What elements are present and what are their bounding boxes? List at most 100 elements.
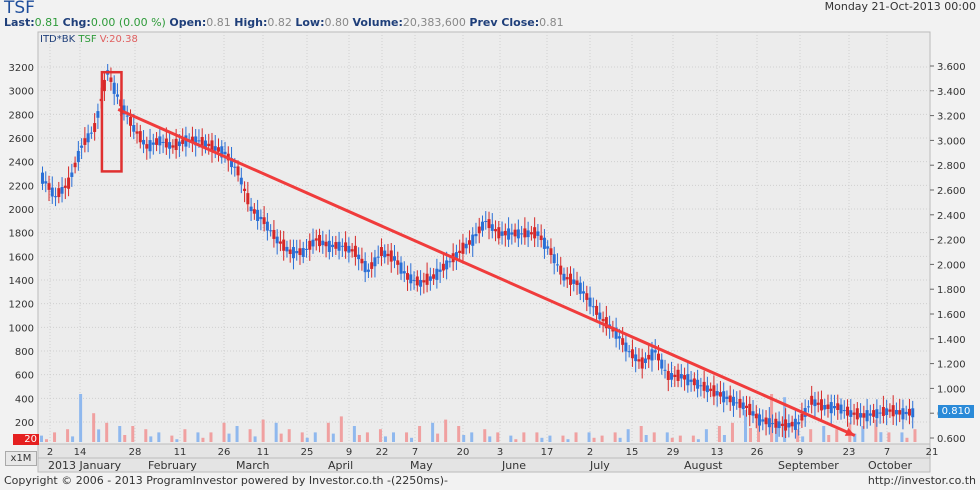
candle-body <box>748 403 752 416</box>
candle-body <box>875 409 879 419</box>
candle-body <box>709 388 713 391</box>
candle-body <box>666 371 670 380</box>
day-axis-label: 20 <box>457 447 470 458</box>
candle-body <box>872 410 876 417</box>
candle-body <box>223 151 227 155</box>
volume-bar <box>157 432 161 442</box>
candle-body <box>155 138 159 145</box>
candle-body <box>213 146 217 151</box>
candle-body <box>784 419 788 431</box>
candle-body <box>148 140 152 152</box>
day-axis-label: 23 <box>843 447 856 458</box>
candle-body <box>373 257 377 267</box>
candle-body <box>712 385 716 397</box>
day-axis-label: 29 <box>667 447 680 458</box>
candle-body <box>855 408 859 420</box>
volume-bar <box>853 433 857 442</box>
volume-bar <box>235 426 239 442</box>
last-value: 0.81 <box>34 16 60 29</box>
volume-bar <box>339 416 343 442</box>
candle-body <box>806 406 810 408</box>
right-axis-tick: 1.000 <box>937 384 966 395</box>
volume-bar <box>45 439 48 442</box>
candle-body <box>481 221 484 231</box>
volume-bar <box>522 432 526 442</box>
volume-bar <box>123 435 127 442</box>
candle-body <box>200 136 204 146</box>
candle-body <box>758 414 762 426</box>
candle-body <box>207 143 211 147</box>
candle-body <box>513 229 517 237</box>
plot-area <box>37 31 931 445</box>
candle-body <box>197 140 201 142</box>
volume-bar <box>496 432 500 442</box>
left-axis-tick: 1400 <box>9 276 34 287</box>
candle-body <box>852 412 856 415</box>
candle-body <box>670 373 674 380</box>
volume-bar <box>92 413 96 442</box>
candle-body <box>321 240 325 246</box>
candle-body <box>203 140 207 148</box>
candle-body <box>536 231 540 236</box>
candle-body <box>122 105 126 115</box>
day-axis-label: 9 <box>346 447 352 458</box>
volume-bar <box>613 432 617 442</box>
zoom-button[interactable]: x1M <box>5 451 37 466</box>
copyright-text: Copyright © 2006 - 2013 ProgramInvestor … <box>4 474 448 487</box>
candle-body <box>679 374 683 379</box>
trend-arrowhead <box>844 427 855 436</box>
candle-body <box>93 123 97 132</box>
candle-body <box>816 402 820 405</box>
candle-body <box>409 274 413 284</box>
candle-body <box>624 342 628 352</box>
candle-body <box>249 206 253 212</box>
volume-bar <box>365 432 369 442</box>
candle-body <box>907 408 911 416</box>
candle-body <box>510 232 514 235</box>
candle-body <box>256 209 260 221</box>
month-axis-label: June <box>501 459 526 472</box>
month-axis-label: May <box>410 459 433 472</box>
candle-body <box>337 241 341 251</box>
month-axis-label: 2013 January <box>48 459 122 472</box>
candle-body <box>331 244 335 248</box>
volume-bar <box>253 436 257 442</box>
candle-body <box>771 423 775 425</box>
candle-body <box>76 150 80 163</box>
candle-body <box>138 131 142 143</box>
volume-bar <box>170 435 174 442</box>
volume-bar <box>600 435 604 442</box>
candle-body <box>601 318 605 322</box>
volume-bar <box>436 433 440 442</box>
candle-body <box>109 77 113 82</box>
volume-bar <box>730 422 734 442</box>
volume-bar <box>535 432 539 442</box>
chg-value: 0.00 (0.00 %) <box>90 16 166 29</box>
candle-body <box>54 196 58 198</box>
candle-body <box>393 256 396 261</box>
candle-body <box>168 142 172 149</box>
volume-bar <box>900 432 904 442</box>
candle-body <box>63 185 67 188</box>
site-link[interactable]: http://investor.co.th <box>867 474 976 487</box>
day-axis-label: 11 <box>174 447 187 458</box>
volume-bar <box>809 429 813 442</box>
left-axis-tick: 2000 <box>9 205 34 216</box>
volume-bar <box>383 436 387 442</box>
month-axis-label: August <box>684 459 723 472</box>
volume-bar <box>79 394 83 442</box>
volume-bar <box>717 426 721 442</box>
left-axis-tick: 1800 <box>9 229 34 240</box>
open-label: Open: <box>169 16 207 29</box>
candle-body <box>441 263 445 271</box>
candle-body <box>490 224 494 231</box>
candle-body <box>96 111 100 118</box>
candle-body <box>464 243 468 249</box>
candle-body <box>878 412 882 414</box>
candle-body <box>376 256 380 258</box>
day-axis-label: 2 <box>47 447 53 458</box>
candle-body <box>849 410 853 417</box>
candle-body <box>552 254 556 264</box>
candle-body <box>454 252 458 259</box>
